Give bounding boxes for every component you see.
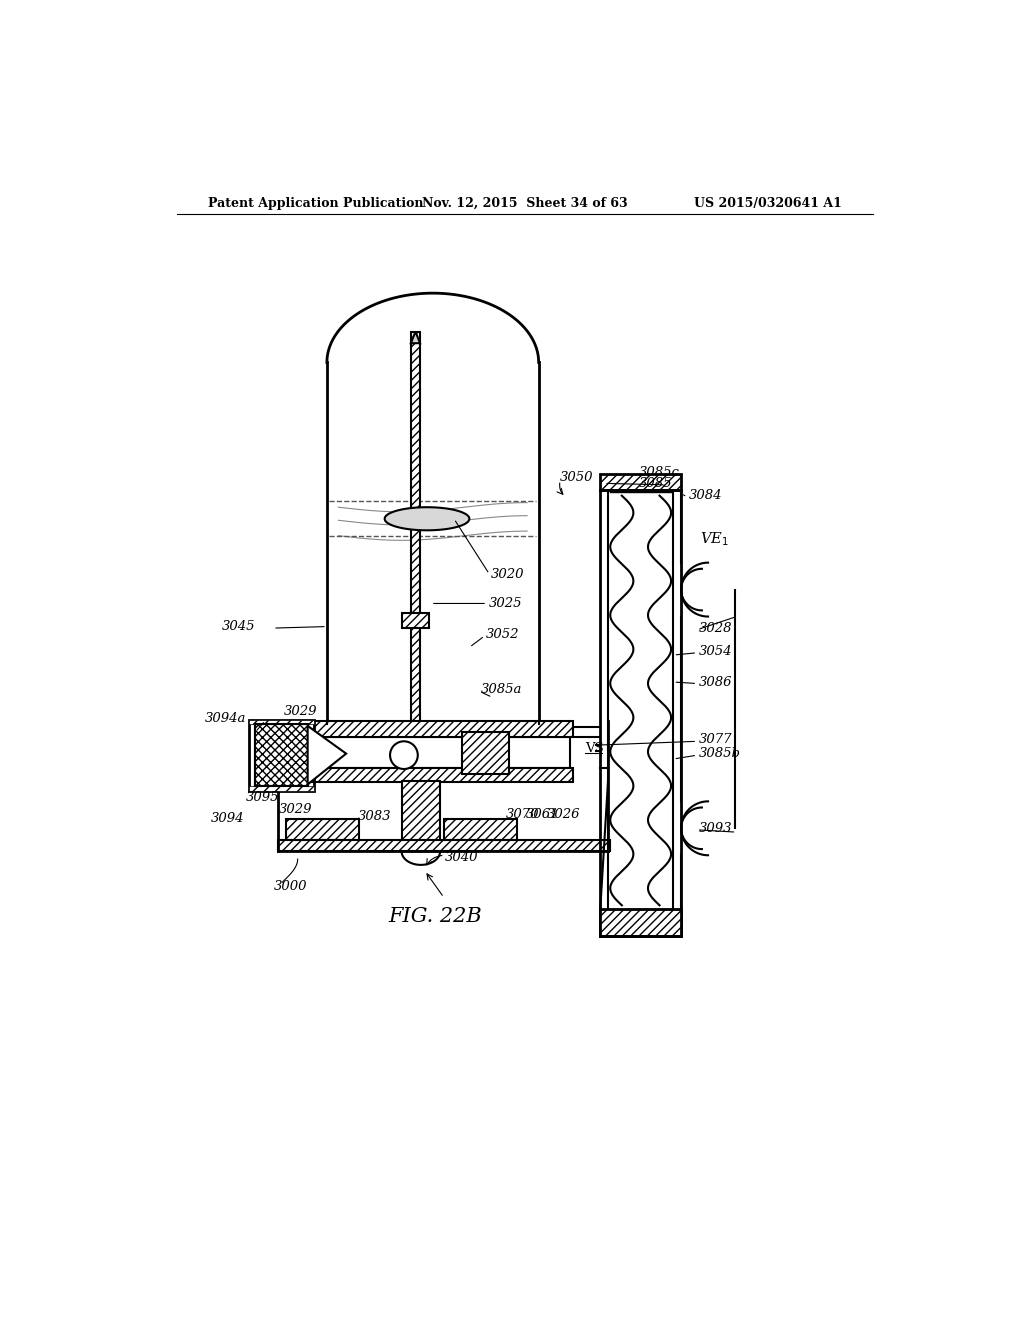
Bar [249, 785, 313, 791]
Bar [401, 780, 440, 851]
Bar [444, 818, 517, 840]
Bar [249, 719, 313, 791]
Text: 3050: 3050 [560, 471, 594, 484]
Text: 3094a: 3094a [205, 713, 246, 726]
Bar [288, 738, 570, 768]
Text: VE$_1$: VE$_1$ [700, 531, 729, 548]
Bar [600, 474, 681, 490]
Text: 3085a: 3085a [481, 684, 522, 696]
Text: 3086: 3086 [698, 676, 732, 689]
Polygon shape [411, 331, 420, 343]
Bar [285, 721, 573, 738]
Text: 3093: 3093 [698, 822, 732, 834]
Text: 3061: 3061 [525, 808, 559, 821]
Text: 3070: 3070 [506, 808, 540, 821]
Bar [279, 840, 609, 851]
Text: 3045: 3045 [222, 620, 255, 634]
Text: 3084: 3084 [689, 490, 722, 502]
Text: 3025: 3025 [488, 597, 522, 610]
Text: 3085c: 3085c [639, 466, 680, 479]
Circle shape [390, 742, 418, 770]
Text: 3029: 3029 [279, 803, 312, 816]
Text: 3095: 3095 [246, 791, 280, 804]
Text: Patent Application Publication: Patent Application Publication [208, 197, 423, 210]
Text: 3054: 3054 [698, 644, 732, 657]
Text: 3040: 3040 [444, 851, 478, 865]
Text: 3083: 3083 [357, 810, 391, 824]
Bar [402, 612, 429, 628]
Bar [255, 725, 307, 785]
Bar [600, 909, 681, 936]
Text: 3020: 3020 [490, 568, 524, 581]
Polygon shape [385, 507, 469, 531]
Bar [286, 818, 359, 840]
Text: FIG. 22B: FIG. 22B [388, 907, 481, 927]
Bar [249, 719, 313, 725]
Text: VS: VS [585, 742, 603, 755]
Bar [285, 768, 573, 781]
Text: 3028: 3028 [698, 622, 732, 635]
Text: Nov. 12, 2015  Sheet 34 of 63: Nov. 12, 2015 Sheet 34 of 63 [422, 197, 628, 210]
Text: 3094: 3094 [211, 812, 245, 825]
Text: US 2015/0320641 A1: US 2015/0320641 A1 [694, 197, 842, 210]
Polygon shape [307, 726, 346, 784]
Text: 3000: 3000 [273, 879, 307, 892]
Bar [462, 733, 509, 775]
Text: 3052: 3052 [486, 628, 520, 640]
Text: 3029: 3029 [284, 705, 316, 718]
Text: 3085b: 3085b [698, 747, 740, 760]
Text: 3077: 3077 [698, 733, 732, 746]
Polygon shape [401, 851, 440, 865]
Text: 3085: 3085 [639, 477, 673, 490]
Bar [411, 331, 420, 725]
Text: 3026: 3026 [547, 808, 580, 821]
